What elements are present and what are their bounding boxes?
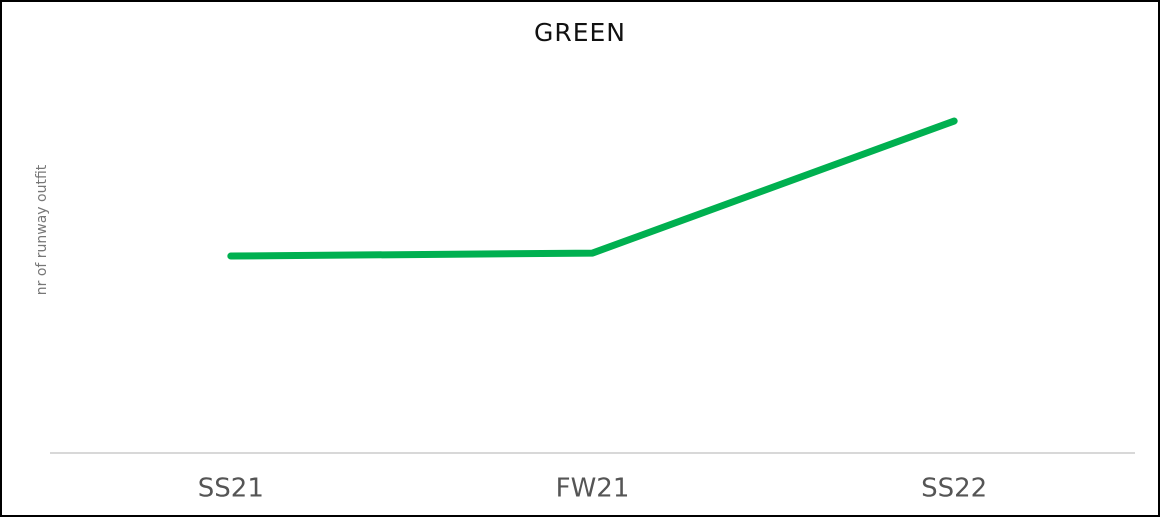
data-line: [227, 117, 958, 260]
x-tick-label: FW21: [556, 474, 630, 504]
x-tick-label: SS22: [921, 474, 987, 504]
y-axis-label: nr of runway outfit: [34, 164, 50, 295]
chart-title: GREEN: [534, 18, 626, 47]
x-tick-label: SS21: [198, 474, 264, 504]
